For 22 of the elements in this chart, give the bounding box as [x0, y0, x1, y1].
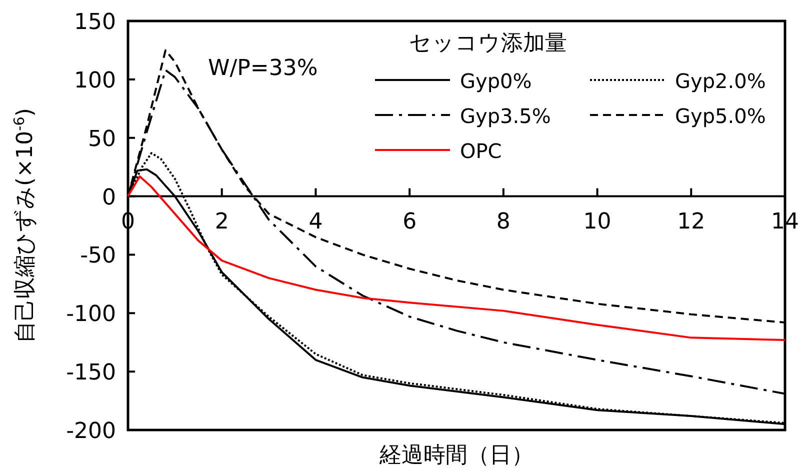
x-axis-title: 経過時間（日）	[378, 443, 534, 468]
legend-label: Gyp0%	[460, 69, 532, 93]
legend-label: Gyp3.5%	[460, 104, 551, 128]
y-tick-label: -50	[80, 244, 116, 269]
y-tick-label: -200	[66, 419, 116, 444]
legend-title: セッコウ添加量	[409, 31, 567, 56]
x-tick-label: 12	[677, 209, 706, 234]
x-tick-label: 10	[583, 209, 612, 234]
x-tick-label: 6	[402, 209, 417, 234]
x-tick-label: 8	[496, 209, 510, 234]
legend-label: OPC	[460, 139, 502, 163]
y-tick-label: -150	[66, 360, 116, 386]
y-tick-label: 100	[74, 68, 116, 94]
x-tick-label: 2	[214, 209, 229, 234]
y-tick-label: 150	[74, 10, 116, 35]
y-tick-label: 50	[88, 126, 116, 152]
legend-label: Gyp2.0%	[675, 69, 766, 93]
y-tick-label: -100	[66, 302, 116, 328]
x-tick-label: 4	[308, 209, 323, 234]
annotation: W/P=33%	[208, 56, 318, 81]
legend-label: Gyp5.0%	[675, 104, 766, 128]
y-tick-label: 0	[102, 185, 116, 210]
